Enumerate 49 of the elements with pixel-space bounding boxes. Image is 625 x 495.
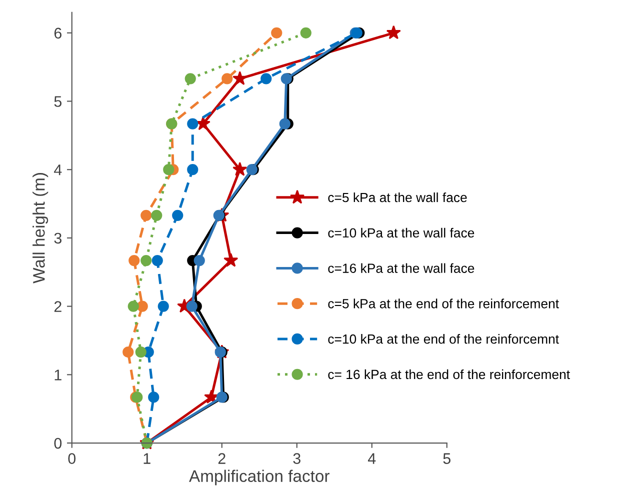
y-tick-label: 1 [54, 370, 62, 380]
x-tick-label: 2 [218, 453, 226, 464]
point [222, 73, 233, 84]
point [128, 254, 140, 266]
point [122, 346, 134, 358]
x-tick-label: 5 [443, 453, 450, 464]
point [158, 300, 169, 312]
legend-label: c=5 kPa at the wall face [328, 192, 467, 202]
point [271, 27, 282, 38]
y-tick-label: 5 [54, 96, 62, 107]
x-tick-label: 0 [68, 453, 76, 464]
point [128, 300, 139, 312]
point [300, 27, 312, 38]
y-tick-label: 6 [54, 28, 62, 39]
point [386, 25, 401, 40]
point [260, 73, 272, 84]
x-tick-label: 1 [144, 453, 150, 464]
point [140, 210, 152, 221]
x-tick-label: 4 [368, 453, 376, 464]
y-tick-label: 2 [54, 301, 62, 312]
y-tick-label: 0 [54, 438, 62, 449]
point [232, 71, 248, 85]
legend-label: c=5 kPa at the end of the reinforcement [328, 298, 559, 308]
point [194, 254, 205, 266]
point [186, 300, 198, 312]
legend-label: c=16 kPa at the wall face [328, 263, 474, 273]
point [140, 254, 152, 266]
point [187, 164, 198, 176]
legend-label: c=10 kPa at the wall face [328, 228, 474, 238]
y-tick-label: 3 [54, 232, 62, 244]
point [279, 118, 290, 130]
point [148, 392, 160, 403]
legend-label: c= 16 kPa at the end of the reinforcement [328, 369, 570, 380]
point [196, 116, 210, 130]
point [163, 164, 174, 176]
y-tick-label: 4 [54, 164, 62, 176]
point [151, 210, 162, 221]
point [184, 73, 196, 84]
point [187, 118, 198, 130]
x-axis-title: Amplification factor [189, 470, 330, 486]
point [232, 162, 248, 176]
legend-label: c=10 kPa at the end of the reinforcemnt [328, 334, 559, 344]
point [135, 346, 146, 358]
y-axis-title: Wall height (m) [32, 173, 48, 284]
point [136, 300, 148, 312]
x-tick-label: 3 [293, 453, 300, 464]
point [152, 254, 163, 266]
point [172, 210, 184, 221]
point [224, 252, 238, 267]
